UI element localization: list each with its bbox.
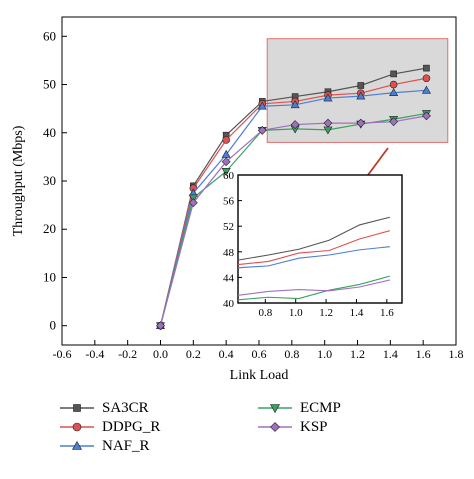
inset-series-line bbox=[237, 230, 390, 266]
legend-item: KSP bbox=[258, 417, 328, 437]
data-point bbox=[257, 101, 267, 110]
inset-x-tick-label: 1.2 bbox=[319, 307, 333, 319]
x-tick-label: 0.2 bbox=[186, 347, 201, 361]
data-point bbox=[389, 80, 398, 89]
x-tick-label: 1.8 bbox=[449, 347, 464, 361]
inset-x-tick-label: 1.0 bbox=[289, 307, 303, 319]
y-axis-label: Throughput (Mbps) bbox=[11, 125, 26, 236]
x-tick-label: -0.6 bbox=[53, 347, 72, 361]
data-point bbox=[356, 91, 366, 100]
inset-series-line bbox=[237, 246, 390, 269]
legend-item: SA3CR bbox=[60, 398, 149, 418]
y-tick-label: 30 bbox=[43, 173, 56, 188]
data-point bbox=[221, 168, 231, 176]
data-point bbox=[323, 93, 333, 102]
data-point bbox=[389, 88, 399, 97]
y-tick-label: 10 bbox=[43, 269, 56, 284]
x-tick-label: 0.6 bbox=[252, 347, 267, 361]
data-point bbox=[390, 70, 397, 78]
legend-swatch-marker bbox=[71, 440, 83, 450]
legend-label: DDPG_R bbox=[102, 418, 161, 435]
data-point bbox=[188, 198, 198, 208]
legend-label: SA3CR bbox=[102, 399, 149, 416]
legend-item: NAF_R bbox=[60, 436, 150, 456]
chart-legend: SA3CR DDPG_R NAF_R ECMP KSP bbox=[0, 392, 474, 472]
data-point bbox=[356, 118, 366, 128]
inset-y-tick-label: 48 bbox=[223, 247, 235, 259]
inset-y-tick-label: 40 bbox=[223, 298, 235, 310]
data-point bbox=[221, 157, 231, 167]
inset-x-tick-label: 1.4 bbox=[350, 307, 364, 319]
data-point bbox=[423, 64, 430, 72]
data-point bbox=[389, 117, 399, 127]
data-point bbox=[422, 111, 431, 121]
data-point bbox=[156, 321, 165, 331]
data-point bbox=[323, 118, 333, 128]
data-point bbox=[222, 136, 230, 144]
data-point bbox=[421, 85, 431, 94]
legend-swatch bbox=[60, 422, 94, 432]
legend-swatch bbox=[60, 404, 94, 412]
data-point bbox=[357, 82, 365, 89]
legend-label: NAF_R bbox=[102, 437, 150, 454]
legend-item: DDPG_R bbox=[60, 417, 160, 437]
x-tick-label: -0.2 bbox=[118, 347, 137, 361]
x-axis-label: Link Load bbox=[230, 368, 289, 383]
x-tick-label: 0.8 bbox=[284, 347, 299, 361]
inset-y-tick-label: 52 bbox=[223, 221, 234, 233]
legend-swatch-marker bbox=[73, 404, 81, 412]
legend-swatch-marker bbox=[72, 422, 82, 432]
legend-label: ECMP bbox=[300, 399, 341, 416]
data-point bbox=[422, 74, 431, 83]
legend-swatch bbox=[60, 440, 94, 450]
inset-y-tick-label: 44 bbox=[223, 272, 235, 284]
y-tick-label: 60 bbox=[43, 28, 56, 43]
x-tick-label: 1.6 bbox=[416, 347, 431, 361]
inset-x-tick-label: 1.6 bbox=[380, 307, 394, 319]
data-point bbox=[257, 125, 267, 135]
x-tick-label: 1.4 bbox=[383, 347, 398, 361]
inset-series-line bbox=[237, 279, 390, 296]
data-point bbox=[290, 100, 300, 109]
inset-y-tick-label: 56 bbox=[223, 196, 235, 208]
inset-y-tick-label: 60 bbox=[223, 170, 235, 182]
inset-series-line bbox=[237, 275, 390, 301]
x-tick-label: 1.0 bbox=[317, 347, 332, 361]
data-point bbox=[290, 120, 300, 129]
inset-x-tick-label: 0.8 bbox=[258, 307, 272, 319]
y-tick-label: 0 bbox=[50, 318, 57, 333]
x-tick-label: 0.0 bbox=[153, 347, 168, 361]
legend-swatch bbox=[258, 404, 292, 414]
inset-plot-frame bbox=[237, 174, 403, 304]
inset-series-line bbox=[237, 216, 390, 261]
legend-label: KSP bbox=[300, 418, 328, 435]
x-tick-label: -0.4 bbox=[85, 347, 104, 361]
legend-swatch-marker bbox=[270, 422, 280, 432]
y-tick-label: 20 bbox=[43, 221, 56, 236]
legend-item: ECMP bbox=[258, 398, 341, 418]
y-tick-label: 50 bbox=[43, 77, 56, 92]
x-tick-label: 0.4 bbox=[219, 347, 234, 361]
legend-swatch bbox=[258, 422, 292, 432]
x-tick-label: 1.2 bbox=[350, 347, 365, 361]
legend-swatch-marker bbox=[269, 404, 281, 414]
y-tick-label: 40 bbox=[43, 125, 56, 140]
